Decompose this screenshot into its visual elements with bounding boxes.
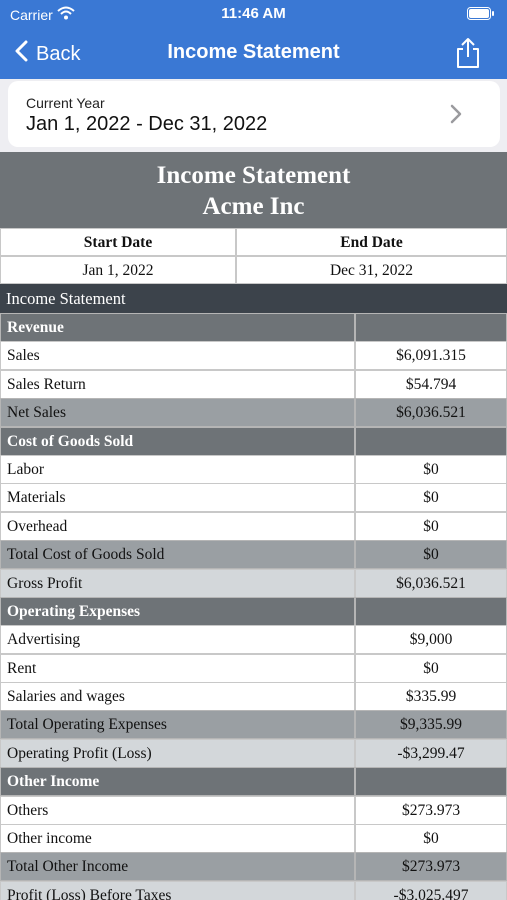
navigation-bar: Back Income Statement [0,28,507,79]
row-label: Advertising [0,625,355,655]
table-row: Rent $0 [0,653,507,683]
table-row: Operating Expenses [0,596,507,626]
carrier-indicator: Carrier [10,6,75,23]
row-value: $0 [355,511,507,541]
table-row: Sales $6,091.315 [0,341,507,371]
row-value: -$3,025.497 [355,880,507,900]
start-date-header: Start Date [0,228,236,256]
row-label: Total Other Income [0,852,355,882]
row-label: Sales Return [0,369,355,399]
row-value [355,426,507,456]
table-row: Materials $0 [0,483,507,513]
table-row: Other income $0 [0,824,507,854]
row-value [355,313,507,342]
row-value: $6,036.521 [355,398,507,428]
table-row: Gross Profit $6,036.521 [0,568,507,598]
table-row: Advertising $9,000 [0,625,507,655]
period-section: Current Year Jan 1, 2022 - Dec 31, 2022 [0,79,507,152]
clock: 11:46 AM [221,5,286,22]
start-date-value: Jan 1, 2022 [0,256,236,284]
row-label: Total Operating Expenses [0,710,355,740]
company-name: Acme Inc [202,193,305,220]
table-row: Total Other Income $273.973 [0,852,507,882]
income-statement-report: Income Statement Acme Inc Start Date End… [0,152,507,900]
row-label: Operating Profit (Loss) [0,738,355,768]
row-label: Rent [0,653,355,683]
battery-icon [467,7,495,25]
back-label: Back [36,42,81,65]
section-label: Income Statement [0,284,507,313]
row-label: Other Income [0,767,355,797]
row-value: $54.794 [355,369,507,399]
chevron-right-icon [450,104,462,129]
date-table: Start Date End Date Jan 1, 2022 Dec 31, … [0,228,507,284]
row-value: $9,335.99 [355,710,507,740]
report-title: Income Statement [156,162,351,189]
row-label: Other income [0,824,355,854]
row-label: Materials [0,483,355,513]
row-value [355,767,507,797]
row-value: $0 [355,454,507,484]
row-label: Gross Profit [0,568,355,598]
table-row: Profit (Loss) Before Taxes -$3,025.497 [0,880,507,900]
row-value: $0 [355,653,507,683]
table-row: Revenue [0,313,507,342]
table-row: Operating Profit (Loss) -$3,299.47 [0,738,507,768]
period-selector[interactable]: Current Year Jan 1, 2022 - Dec 31, 2022 [8,81,500,147]
table-row: Cost of Goods Sold [0,426,507,456]
row-value: $0 [355,540,507,570]
end-date-header: End Date [236,228,507,256]
row-label: Overhead [0,511,355,541]
share-icon [455,38,481,73]
row-value: $0 [355,483,507,513]
chevron-left-icon [14,40,28,68]
row-label: Salaries and wages [0,682,355,712]
row-value: $335.99 [355,682,507,712]
row-value: $9,000 [355,625,507,655]
row-value: -$3,299.47 [355,738,507,768]
row-label: Net Sales [0,398,355,428]
row-label: Others [0,795,355,825]
table-row: Salaries and wages $335.99 [0,682,507,712]
end-date-value: Dec 31, 2022 [236,256,507,284]
table-row: Total Operating Expenses $9,335.99 [0,710,507,740]
table-row: Net Sales $6,036.521 [0,398,507,428]
row-value: $6,091.315 [355,341,507,371]
table-row: Labor $0 [0,454,507,484]
row-value: $273.973 [355,795,507,825]
table-row: Sales Return $54.794 [0,369,507,399]
back-button[interactable]: Back [14,40,80,68]
row-label: Total Cost of Goods Sold [0,540,355,570]
row-label: Labor [0,454,355,484]
carrier-label: Carrier [10,6,53,23]
row-label: Revenue [0,313,355,342]
wifi-icon [57,6,75,23]
row-label: Operating Expenses [0,596,355,626]
status-bar: Carrier 11:46 AM [0,0,507,28]
row-value: $0 [355,824,507,854]
table-row: Others $273.973 [0,795,507,825]
row-value [355,596,507,626]
row-label: Cost of Goods Sold [0,426,355,456]
period-range: Jan 1, 2022 - Dec 31, 2022 [26,113,268,135]
row-value: $6,036.521 [355,568,507,598]
table-row: Other Income [0,767,507,797]
period-label: Current Year [26,95,105,111]
row-value: $273.973 [355,852,507,882]
share-button[interactable] [455,37,481,74]
row-label: Profit (Loss) Before Taxes [0,880,355,900]
table-row: Total Cost of Goods Sold $0 [0,540,507,570]
report-header: Income Statement Acme Inc [0,152,507,228]
table-row: Overhead $0 [0,511,507,541]
row-label: Sales [0,341,355,371]
top-bar: Carrier 11:46 AM [0,0,507,79]
